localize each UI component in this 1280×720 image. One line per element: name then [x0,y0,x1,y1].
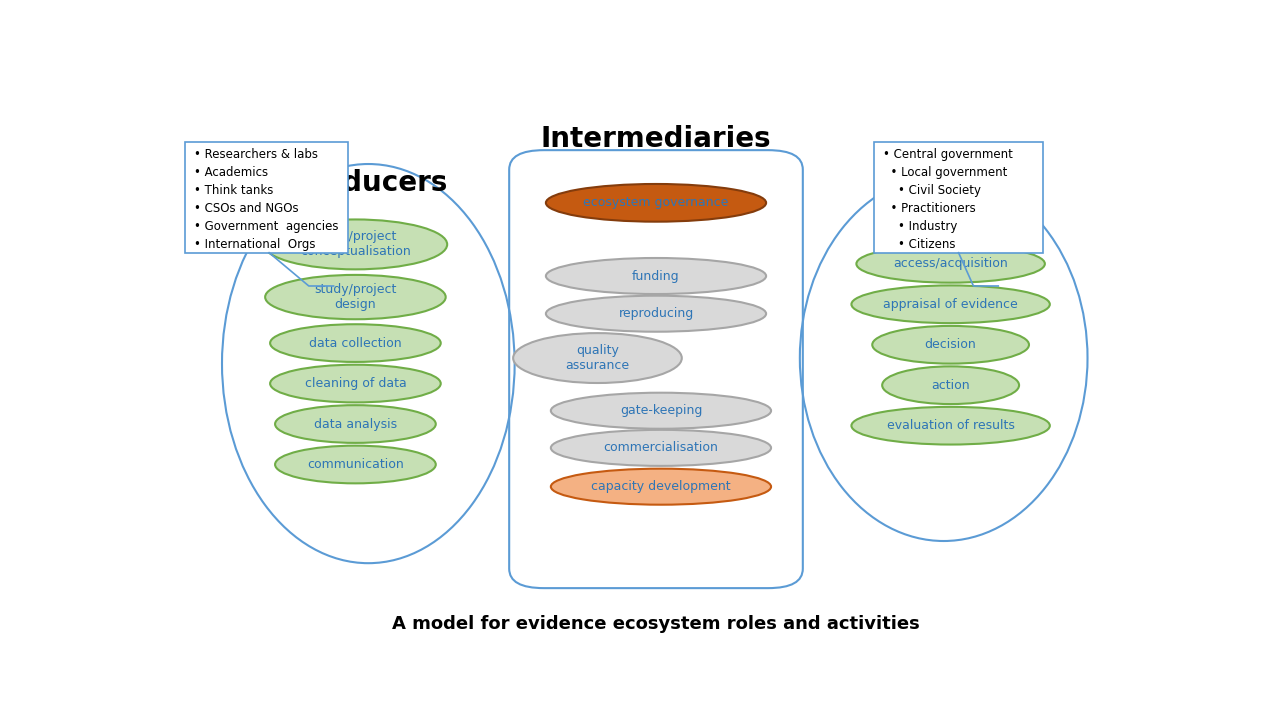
FancyBboxPatch shape [874,142,1043,253]
Text: Producers: Producers [289,169,448,197]
Text: reproducing: reproducing [618,307,694,320]
Text: • Central government
  • Local government
    • Civil Society
  • Practitioners
: • Central government • Local government … [883,148,1012,251]
Ellipse shape [882,366,1019,404]
FancyBboxPatch shape [184,142,348,253]
Text: Users: Users [900,194,988,222]
Ellipse shape [270,324,440,362]
Ellipse shape [550,392,771,428]
Ellipse shape [851,285,1050,323]
Text: communication: communication [307,458,403,471]
Text: Intermediaries: Intermediaries [540,125,772,153]
Ellipse shape [264,220,447,269]
Text: quality
assurance: quality assurance [566,344,630,372]
Ellipse shape [265,275,445,319]
Text: decision: decision [924,338,977,351]
Ellipse shape [545,296,767,332]
Text: A model for evidence ecosystem roles and activities: A model for evidence ecosystem roles and… [392,615,920,633]
Ellipse shape [872,326,1029,364]
Text: ecosystem governance: ecosystem governance [584,197,728,210]
Text: action: action [932,379,970,392]
Text: study/project
design: study/project design [314,283,397,311]
Text: • Researchers & labs
• Academics
• Think tanks
• CSOs and NGOs
• Government  age: • Researchers & labs • Academics • Think… [193,148,338,251]
Text: appraisal of evidence: appraisal of evidence [883,298,1018,311]
Ellipse shape [851,407,1050,444]
Text: study/project
conceptualisation: study/project conceptualisation [300,230,411,258]
Text: evaluation of results: evaluation of results [887,419,1015,432]
Ellipse shape [545,184,767,222]
Ellipse shape [275,405,435,443]
Text: capacity development: capacity development [591,480,731,493]
Ellipse shape [856,245,1044,283]
Ellipse shape [545,258,767,294]
Ellipse shape [513,333,682,383]
Ellipse shape [550,430,771,466]
Text: access/acquisition: access/acquisition [893,257,1007,270]
Ellipse shape [270,365,440,402]
Text: data analysis: data analysis [314,418,397,431]
Text: funding: funding [632,269,680,282]
Text: cleaning of data: cleaning of data [305,377,406,390]
Text: gate-keeping: gate-keeping [620,404,703,417]
Text: commercialisation: commercialisation [604,441,718,454]
Text: data collection: data collection [308,336,402,350]
Ellipse shape [275,446,435,483]
Ellipse shape [550,469,771,505]
